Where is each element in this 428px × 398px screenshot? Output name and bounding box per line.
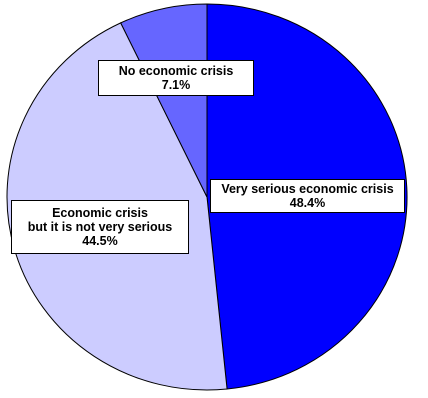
- slice-label-text: No economic crisis: [118, 64, 234, 78]
- slice-label-text-line2: but it is not very serious: [27, 220, 173, 234]
- slice-label-very-serious: Very serious economic crisis 48.4%: [210, 179, 405, 213]
- slice-value-text: 7.1%: [161, 78, 191, 92]
- slice-label-no-crisis: No economic crisis 7.1%: [98, 60, 254, 96]
- slice-label-text: Very serious economic crisis: [221, 182, 394, 196]
- pie-slice-2: [120, 3, 208, 198]
- slice-label-not-very-serious: Economic crisis but it is not very serio…: [11, 200, 189, 254]
- slice-value-text: 48.4%: [289, 196, 326, 210]
- slice-value-text: 44.5%: [82, 234, 118, 248]
- slice-label-text: Economic crisis: [52, 206, 148, 220]
